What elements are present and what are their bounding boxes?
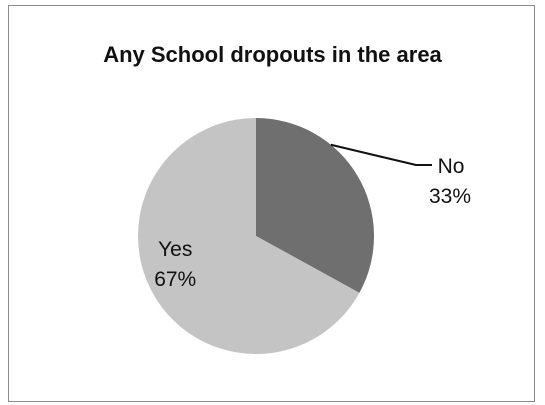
slice-label-no: No bbox=[438, 155, 465, 178]
pie-slice-yes bbox=[137, 118, 360, 354]
chart-title: Any School dropouts in the area bbox=[103, 42, 442, 67]
slice-value-yes: 67% bbox=[154, 268, 196, 291]
pie-slice-no bbox=[256, 118, 374, 293]
slice-value-no: 33% bbox=[429, 185, 471, 208]
leader-line-no bbox=[330, 143, 432, 166]
slice-label-yes: Yes bbox=[158, 238, 192, 261]
